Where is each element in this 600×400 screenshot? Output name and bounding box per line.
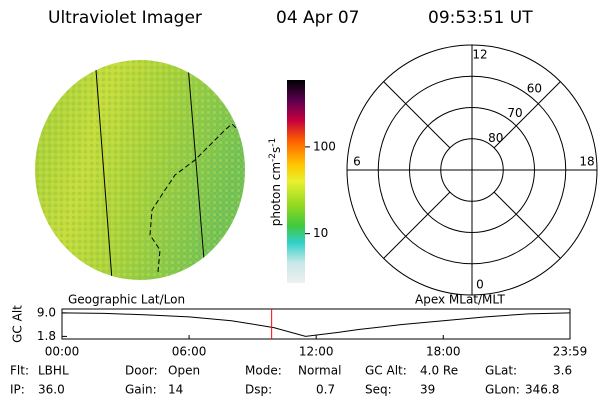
x-tick-label: 18:00 xyxy=(426,345,461,359)
info-value: 3.6 xyxy=(553,364,572,378)
polar-plot: 60 70 80 0 6 12 18 xyxy=(346,44,598,296)
info-value: LBHL xyxy=(38,364,69,378)
y-axis-label: GC Alt xyxy=(11,305,25,343)
lat-label: 70 xyxy=(507,106,522,120)
info-value: 346.8 xyxy=(525,383,559,397)
label-part: s xyxy=(269,147,283,153)
mlt-label: 18 xyxy=(579,155,594,169)
x-tick-label: 06:00 xyxy=(172,345,207,359)
colorbar-tick-label: 10 xyxy=(313,226,328,240)
plot-frame xyxy=(61,308,571,340)
info-value: 4.0 Re xyxy=(420,364,458,378)
label-part: -2 xyxy=(268,153,278,162)
mlt-line xyxy=(493,81,561,149)
y-tick-label: 1.8 xyxy=(37,329,56,343)
x-tick-label: 23:59 xyxy=(553,345,588,359)
info-label: GLat: xyxy=(485,364,517,378)
time: 09:53:51 UT xyxy=(428,8,533,28)
coastline xyxy=(149,123,241,273)
meridian xyxy=(95,69,113,280)
meridian xyxy=(187,64,206,273)
colorbar-label: photon cm-2s-1 xyxy=(268,138,283,227)
x-tick-label: 12:00 xyxy=(299,345,334,359)
info-value: Open xyxy=(168,364,200,378)
y-tick-label: 9.0 xyxy=(37,305,56,319)
info-label: GLon: xyxy=(485,383,520,397)
info-label: Mode: xyxy=(245,364,282,378)
mlt-line xyxy=(383,191,451,259)
info-table: Flt: LBHL Door: Open Mode: Normal GC Alt: 4.0 R… xyxy=(10,364,572,397)
orbit-plot: GC Alt 9.0 1.8 00:00 06:00 12:00 18:00 23:59 xyxy=(11,305,588,359)
image-texture xyxy=(35,60,245,280)
x-tick-label: 00:00 xyxy=(45,345,80,359)
info-label: GC Alt: xyxy=(365,364,407,378)
info-label: IP: xyxy=(10,383,25,397)
mlt-label: 6 xyxy=(353,155,361,169)
info-label: Dsp: xyxy=(245,383,272,397)
colorbar-tick-label: 100 xyxy=(313,139,336,153)
mlt-line xyxy=(383,81,451,149)
info-value: 0.7 xyxy=(316,383,335,397)
image-label: Apex MLat/MLT xyxy=(415,293,505,307)
info-label: Door: xyxy=(125,364,158,378)
lat-label: 80 xyxy=(488,131,503,145)
label-part: -1 xyxy=(268,138,278,147)
mlt-label: 12 xyxy=(472,48,487,62)
info-value: Normal xyxy=(298,364,341,378)
info-value: 39 xyxy=(420,383,435,397)
info-label: Seq: xyxy=(365,383,392,397)
image-label: Geographic Lat/Lon xyxy=(68,293,185,307)
info-label: Flt: xyxy=(10,364,29,378)
altitude-line xyxy=(61,312,571,337)
info-label: Gain: xyxy=(125,383,157,397)
mlt-line xyxy=(493,191,561,259)
title: Ultraviolet Imager xyxy=(48,8,202,28)
mlt-label: 0 xyxy=(476,278,484,292)
date: 04 Apr 07 xyxy=(276,8,359,28)
colorbar xyxy=(287,80,305,283)
auroral-image xyxy=(35,60,245,280)
lat-label: 60 xyxy=(527,82,542,96)
info-value: 14 xyxy=(168,383,183,397)
geo-grid xyxy=(95,64,241,280)
label-part: photon cm xyxy=(269,162,283,226)
info-value: 36.0 xyxy=(38,383,65,397)
